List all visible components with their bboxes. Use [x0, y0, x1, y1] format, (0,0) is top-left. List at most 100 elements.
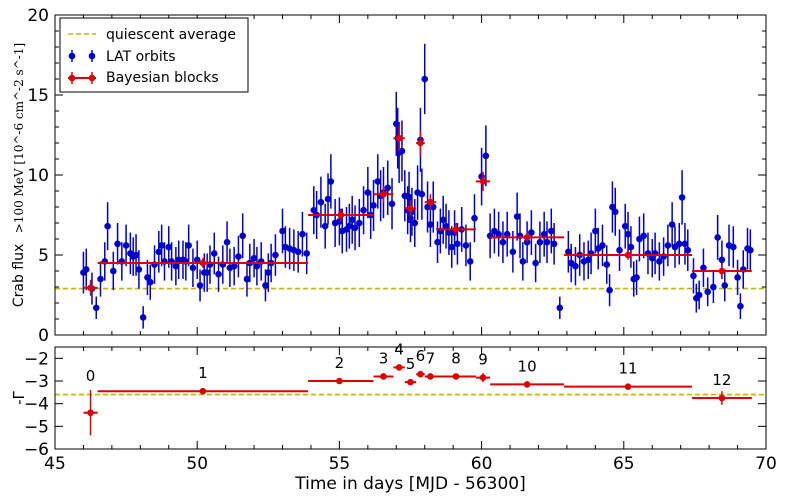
lat-orbit-point	[466, 242, 474, 281]
bayesian-block	[436, 223, 476, 236]
index-block-label: 2	[335, 354, 345, 372]
lat-orbit-point	[499, 221, 507, 263]
lat-orbit-point	[139, 306, 147, 329]
lat-orbit-point	[721, 269, 729, 302]
index-block-label: 3	[379, 349, 389, 367]
lat-orbit-point	[104, 202, 111, 251]
index-y-tick-labels: −6 −5−4 −3 −2	[24, 349, 49, 460]
lat-orbit-point	[210, 232, 218, 275]
lat-orbit-point	[185, 224, 192, 267]
bayesian-block	[373, 186, 394, 203]
lat-orbit-point	[429, 181, 437, 233]
lat-orbit-point	[135, 250, 143, 289]
x-tick-label: 45	[44, 454, 66, 474]
lat-orbit-point	[664, 224, 672, 267]
lat-orbit-point	[532, 243, 539, 283]
lat-orbit-point	[681, 223, 689, 265]
lat-orbit-point	[122, 224, 130, 267]
lat-orbit-point	[351, 205, 359, 251]
lat-orbit-point	[739, 250, 747, 289]
index-plot-frame	[54, 346, 767, 450]
lat-orbit-point	[547, 208, 555, 254]
x-tick-label: 70	[755, 454, 777, 474]
lat-orbit-point	[114, 223, 121, 265]
x-tick-label: 65	[613, 454, 635, 474]
lat-orbit-point	[144, 259, 151, 295]
lat-orbit-point	[253, 247, 261, 286]
index-block-label: 5	[406, 355, 416, 373]
index-block	[564, 383, 693, 390]
lat-orbit-point	[439, 195, 447, 244]
lat-orbit-point	[462, 224, 470, 267]
index-block-label: 9	[478, 351, 488, 369]
lat-orbit-point	[196, 269, 204, 302]
index-block	[475, 373, 491, 383]
lat-orbit-point	[556, 296, 564, 319]
lat-orbit-point	[317, 176, 325, 228]
legend-lat-swatch	[68, 50, 96, 62]
lat-orbit-point	[513, 192, 521, 241]
index-block-label: 1	[198, 364, 208, 382]
index-block	[490, 381, 565, 388]
bayesian-blocks-series	[83, 125, 752, 296]
lat-orbit-point	[239, 213, 247, 259]
index-block-label: 11	[619, 360, 638, 378]
flux-y-axis-label: Crab flux >100 MeV [10^-6 cm^-2 s^-1]	[11, 43, 27, 307]
bayesian-block	[393, 125, 405, 151]
lat-orbit-point	[678, 170, 686, 225]
bayesian-block	[564, 250, 693, 260]
lat-orbit-point	[172, 247, 180, 286]
lat-orbit-point	[633, 259, 640, 295]
lat-orbit-point	[235, 235, 242, 278]
flux-y-tick-label: 20	[27, 6, 49, 26]
index-block	[424, 373, 437, 380]
lat-orbit-point	[543, 221, 551, 263]
lat-orbit-point	[230, 247, 238, 286]
lat-orbit-point	[621, 203, 629, 249]
lat-orbit-point	[223, 221, 231, 263]
index-block	[393, 364, 405, 371]
lat-orbit-point	[714, 215, 721, 260]
index-block-label: 4	[394, 340, 404, 358]
flux-y-axis-label-units: >100 MeV [10^-6 cm^-2 s^-1]	[12, 43, 26, 233]
lat-orbit-point	[550, 223, 558, 265]
lat-orbit-point	[656, 242, 663, 281]
lat-orbit-point	[348, 195, 356, 244]
index-block-label: 7	[426, 349, 436, 367]
lat-orbit-point	[374, 154, 382, 209]
index-block	[404, 378, 417, 386]
lat-orbit-point	[327, 154, 335, 209]
lat-orbit-point	[536, 221, 544, 263]
lat-orbit-point	[219, 245, 227, 284]
index-y-axis-label: -Γ	[10, 390, 28, 404]
flux-panel: 0 5 10 15 20 Crab flux >100 MeV [10^-6 cm^-2…	[11, 6, 767, 346]
lat-orbit-point	[203, 253, 211, 292]
lat-orbit-point	[700, 248, 707, 287]
lat-orbit-point	[384, 160, 392, 215]
lat-orbit-point	[257, 242, 265, 281]
lat-orbit-point	[110, 251, 117, 291]
lat-orbit-point	[695, 280, 703, 310]
legend-blocks-label: Bayesian blocks	[106, 70, 219, 86]
lat-orbit-point	[675, 223, 683, 265]
lat-orbit-point	[519, 242, 527, 281]
index-blocks-series	[83, 364, 752, 436]
lat-orbit-point	[491, 208, 498, 254]
lat-orbit-point	[303, 232, 310, 275]
lat-orbit-point	[97, 261, 104, 297]
flux-y-tick-label: 10	[27, 166, 49, 186]
flux-y-tick-label: 5	[38, 246, 49, 266]
lat-orbit-point	[486, 213, 494, 259]
lat-orbit-point	[627, 226, 635, 268]
bayesian-block	[416, 130, 425, 156]
bayesian-block	[692, 264, 752, 278]
lat-orbit-point	[146, 264, 154, 300]
lat-orbit-point	[215, 256, 222, 292]
lat-orbit-point	[737, 293, 744, 319]
index-block-label: 10	[518, 357, 537, 375]
lat-orbit-point	[272, 234, 279, 276]
bayesian-block	[404, 200, 417, 217]
index-block	[308, 377, 374, 385]
lat-orbit-point	[250, 239, 258, 278]
